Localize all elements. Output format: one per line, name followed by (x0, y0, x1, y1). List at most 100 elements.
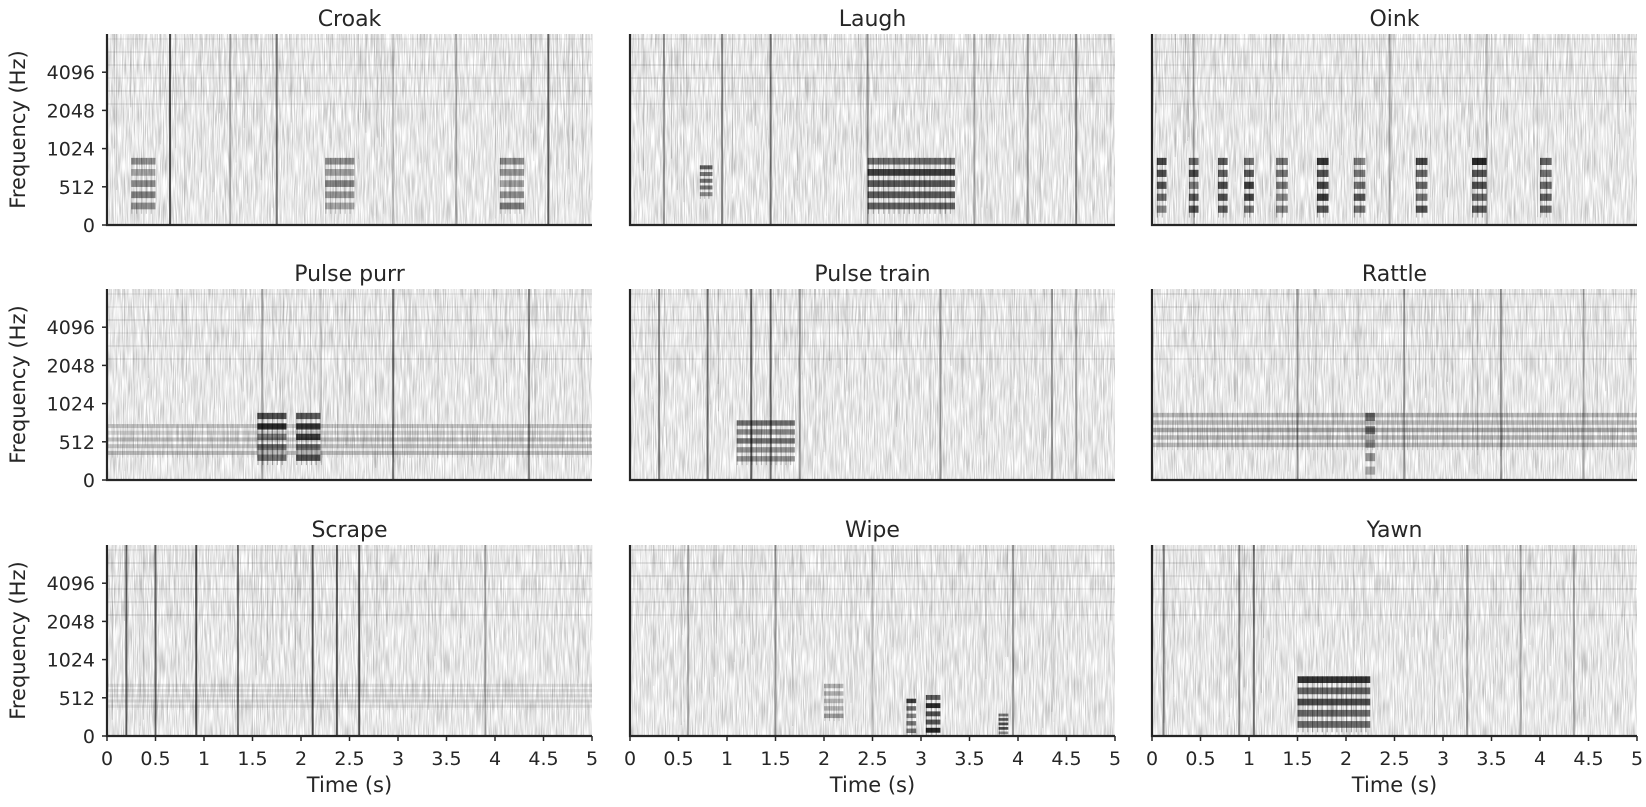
noise-streak (655, 289, 657, 393)
noise-streak (1520, 545, 1522, 634)
burst-stripe (557, 424, 559, 458)
noise-streak (1005, 545, 1007, 658)
noise-band (107, 306, 592, 308)
noise-streak (591, 34, 593, 201)
x-tick-label: 2 (295, 748, 307, 770)
burst-stripe (1367, 412, 1369, 451)
burst-stripe (838, 683, 840, 722)
burst-stripe (572, 683, 574, 710)
burst-harmonic (925, 703, 941, 709)
burst-stripe (267, 424, 269, 458)
burst-stripe (377, 683, 379, 710)
burst-stripe (1517, 412, 1519, 451)
x-tick-label: 3 (1437, 748, 1449, 770)
click-transient (392, 289, 395, 480)
call-burst (1316, 157, 1329, 218)
burst-stripe (257, 683, 259, 710)
burst-stripe (207, 424, 209, 458)
noise-streak (383, 34, 385, 214)
click-transient (455, 34, 458, 225)
burst-stripe (929, 157, 931, 214)
burst-stripe (412, 683, 414, 710)
noise-streak (651, 289, 653, 400)
burst-stripe (262, 412, 264, 466)
noise-streak (950, 289, 952, 366)
burst-harmonic (325, 191, 355, 199)
burst-stripe (699, 165, 702, 199)
click-transient (706, 289, 709, 480)
burst-stripe (112, 683, 114, 710)
noise-streak (1042, 289, 1044, 462)
noise-streak (1173, 545, 1175, 697)
burst-harmonic (867, 202, 955, 210)
burst-harmonic (1472, 181, 1487, 189)
noise-streak (1618, 545, 1620, 710)
burst-stripe (935, 694, 937, 736)
call-burst (1244, 157, 1254, 218)
burst-stripe (1447, 412, 1449, 451)
noise-streak (756, 545, 758, 717)
noise-streak (1621, 545, 1623, 618)
noise-streak (1214, 34, 1216, 160)
noise-streak (904, 289, 906, 374)
burst-stripe (437, 683, 439, 710)
burst-stripe (1337, 412, 1339, 451)
call-burst (257, 412, 287, 466)
noise-streak (272, 545, 274, 694)
burst-harmonic (1152, 420, 1637, 425)
burst-stripe (1237, 412, 1239, 451)
click-transient (1403, 289, 1406, 480)
noise-streak (175, 34, 177, 149)
noise-band (107, 103, 592, 105)
noise-streak (961, 289, 963, 398)
click-transient (1252, 545, 1255, 736)
burst-stripe (1476, 157, 1479, 218)
x-tick-label: 1.5 (760, 748, 790, 770)
noise-streak (713, 545, 715, 677)
noise-band (107, 562, 592, 564)
noise-streak (1092, 34, 1094, 211)
click-transient (195, 545, 198, 736)
noise-streak (796, 34, 798, 181)
noise-streak (724, 34, 726, 112)
noise-streak (1079, 545, 1081, 675)
noise-streak (752, 545, 754, 655)
noise-streak (989, 34, 991, 103)
burst-harmonic (499, 202, 525, 210)
noise-streak (320, 289, 322, 466)
noise-streak (300, 545, 302, 684)
noise-streak (1163, 545, 1165, 724)
click-transient (798, 289, 801, 480)
burst-harmonic (998, 718, 1009, 721)
x-tick-label: 5 (1109, 748, 1121, 770)
burst-harmonic (998, 727, 1009, 730)
burst-stripe (334, 157, 337, 214)
burst-stripe (872, 157, 874, 214)
burst-stripe (1362, 412, 1364, 451)
burst-harmonic (1244, 169, 1254, 177)
noise-streak (892, 545, 894, 648)
noise-streak (1355, 34, 1357, 184)
burst-harmonic (1297, 687, 1371, 695)
burst-harmonic (1316, 181, 1329, 189)
noise-streak (672, 545, 674, 718)
burst-stripe (906, 698, 908, 736)
burst-stripe (387, 424, 389, 458)
burst-harmonic (296, 454, 321, 461)
noise-band (630, 588, 1115, 590)
burst-stripe (117, 424, 119, 458)
panel-title: Laugh (839, 7, 907, 32)
noise-streak (1537, 34, 1539, 218)
click-transient (236, 545, 239, 736)
burst-stripe (182, 424, 184, 458)
burst-harmonic (1276, 193, 1288, 201)
burst-stripe (1227, 412, 1229, 451)
noise-band (1152, 332, 1637, 334)
noise-streak (219, 34, 221, 114)
burst-stripe (1412, 412, 1414, 451)
noise-streak (799, 34, 801, 212)
burst-stripe (242, 683, 244, 710)
noise-streak (1436, 289, 1437, 434)
noise-streak (424, 34, 426, 163)
burst-harmonic (1156, 157, 1167, 166)
